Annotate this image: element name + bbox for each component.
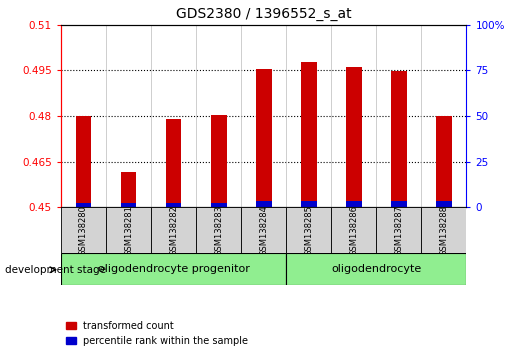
Text: GSM138288: GSM138288: [439, 205, 448, 256]
Bar: [211, 115, 226, 207]
Text: GSM138281: GSM138281: [124, 205, 133, 256]
Bar: [331, 207, 376, 253]
Text: oligodendrocyte progenitor: oligodendrocyte progenitor: [98, 264, 250, 274]
Bar: [121, 203, 136, 207]
Text: GSM138282: GSM138282: [169, 205, 178, 256]
Text: GSM138283: GSM138283: [214, 205, 223, 256]
Text: development stage: development stage: [5, 265, 107, 275]
Bar: [241, 207, 286, 253]
Text: GSM138285: GSM138285: [304, 205, 313, 256]
Bar: [346, 67, 361, 207]
Bar: [421, 207, 466, 253]
Bar: [151, 207, 196, 253]
Bar: [256, 69, 271, 207]
Bar: [391, 201, 407, 207]
Bar: [76, 116, 91, 207]
Text: GSM138286: GSM138286: [349, 205, 358, 256]
Bar: [121, 172, 136, 207]
Text: GSM138280: GSM138280: [79, 205, 88, 256]
Bar: [256, 201, 271, 207]
Bar: [211, 202, 226, 207]
Text: GSM138284: GSM138284: [259, 205, 268, 256]
Bar: [61, 207, 106, 253]
Bar: [166, 119, 181, 207]
Bar: [106, 207, 151, 253]
Bar: [436, 116, 452, 207]
Legend: transformed count, percentile rank within the sample: transformed count, percentile rank withi…: [66, 321, 249, 346]
Bar: [346, 201, 361, 207]
Bar: [286, 207, 331, 253]
Bar: [391, 71, 407, 207]
Bar: [376, 207, 421, 253]
Bar: [61, 253, 286, 285]
Text: oligodendrocyte: oligodendrocyte: [331, 264, 421, 274]
Bar: [301, 201, 316, 207]
Bar: [301, 62, 316, 207]
Bar: [196, 207, 241, 253]
Text: GSM138287: GSM138287: [394, 205, 403, 256]
Title: GDS2380 / 1396552_s_at: GDS2380 / 1396552_s_at: [176, 7, 351, 21]
Bar: [286, 253, 466, 285]
Bar: [436, 201, 452, 207]
Bar: [166, 202, 181, 207]
Bar: [76, 202, 91, 207]
